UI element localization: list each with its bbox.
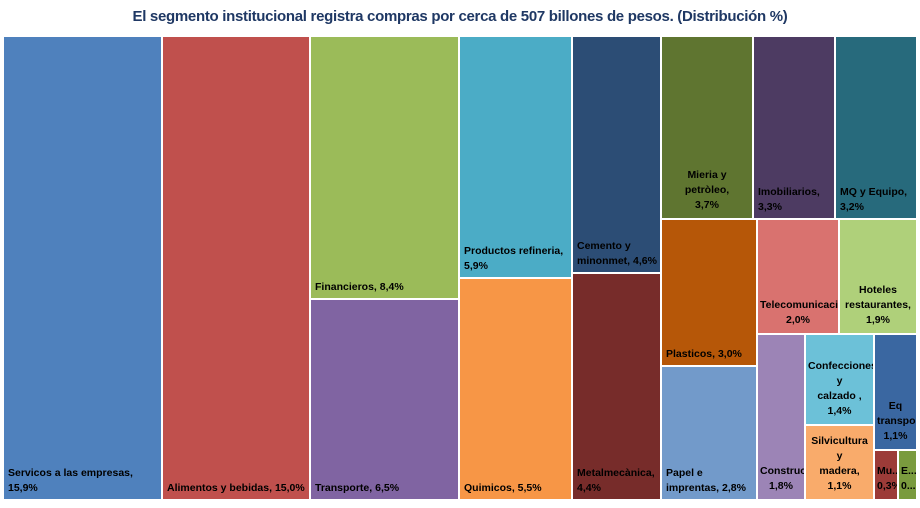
tile-label: Alimentos y bebidas, 15,0% [167,482,305,494]
tile-confecciones-y-calzado: Confecciones y calzado , 1,4% [805,334,874,425]
tile-metalmec-nica: Metalmecànica, 4,4% [572,273,661,500]
tile-silvicultura-y-madera: Silvicultura y madera, 1,1% [805,425,874,500]
tile-label: Plasticos, 3,0% [666,348,742,360]
tile-label: Transporte, 6,5% [315,482,400,494]
tile-mu: Mu... 0,3% [874,450,898,500]
tile-label: E... 0... [901,465,917,492]
tile-label: MQ y Equipo, 3,2% [840,186,908,213]
tile-cemento-y-minonmet: Cemento y minonmet, 4,6% [572,36,661,273]
tile-e: E... 0... [898,450,917,500]
tile-mieria-y-petr-leo: Mieria y petròleo, 3,7% [661,36,753,219]
tile-productos-refineria: Productos refineria, 5,9% [459,36,572,278]
tile-label: Servicos a las empresas, 15,9% [8,467,133,494]
tile-label: Mu... 0,3% [877,465,898,492]
tile-label: Productos refineria, 5,9% [464,245,564,272]
tile-label: Imobiliarios, 3,3% [758,186,820,213]
tile-label: Eq transpo... 1,1% [877,400,916,442]
tile-label: Hoteles restaurantes, 1,9% [845,284,911,326]
tile-servicos-a-las-empresas: Servicos a las empresas, 15,9% [3,36,162,500]
tile-label: Silvicultura y madera, 1,1% [811,435,868,492]
tile-financieros: Financieros, 8,4% [310,36,459,299]
tile-label: Metalmecànica, 4,4% [577,467,655,494]
tile-alimentos-y-bebidas: Alimentos y bebidas, 15,0% [162,36,310,500]
tile-label: Confecciones y calzado , 1,4% [808,360,874,417]
tile-hoteles-restaurantes: Hoteles restaurantes, 1,9% [839,219,917,334]
tile-imobiliarios: Imobiliarios, 3,3% [753,36,835,219]
tile-mq-y-equipo: MQ y Equipo, 3,2% [835,36,917,219]
tile-label: Cemento y minonmet, 4,6% [577,240,657,267]
chart-title: El segmento institucional registra compr… [132,8,788,25]
tile-label: Papel e imprentas, 2,8% [666,467,746,494]
tile-label: Quimicos, 5,5% [464,482,542,494]
tile-eq-transpo: Eq transpo... 1,1% [874,334,917,450]
tile-label: Mieria y petròleo, 3,7% [684,169,730,211]
tile-label: Construcc... 1,8% [760,465,804,492]
tile-transporte: Transporte, 6,5% [310,299,459,500]
tile-plasticos: Plasticos, 3,0% [661,219,757,366]
tile-telecomunicacion: Telecomunicacion... 2,0% [757,219,839,334]
tile-label: Financieros, 8,4% [315,281,404,293]
tile-quimicos: Quimicos, 5,5% [459,278,572,500]
tile-construcc: Construcc... 1,8% [757,334,805,500]
tile-papel-e-imprentas: Papel e imprentas, 2,8% [661,366,757,500]
tile-label: Telecomunicacion... 2,0% [760,299,839,326]
